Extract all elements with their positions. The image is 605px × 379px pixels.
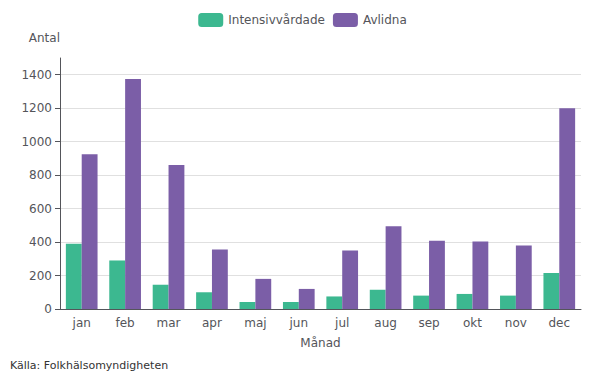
svg-text:apr: apr xyxy=(202,316,222,330)
svg-text:dec: dec xyxy=(548,316,570,330)
svg-text:Intensivvårdade: Intensivvårdade xyxy=(228,13,325,27)
svg-text:jun: jun xyxy=(289,316,309,330)
svg-text:Avlidna: Avlidna xyxy=(363,13,407,27)
svg-text:1200: 1200 xyxy=(21,101,52,115)
svg-text:jan: jan xyxy=(72,316,91,330)
svg-text:800: 800 xyxy=(29,168,52,182)
svg-text:maj: maj xyxy=(244,316,266,330)
svg-text:200: 200 xyxy=(29,269,52,283)
svg-text:1000: 1000 xyxy=(21,135,52,149)
svg-text:400: 400 xyxy=(29,235,52,249)
svg-text:mar: mar xyxy=(157,316,181,330)
svg-text:sep: sep xyxy=(418,316,439,330)
svg-text:1400: 1400 xyxy=(21,68,52,82)
svg-text:600: 600 xyxy=(29,202,52,216)
svg-text:Antal: Antal xyxy=(29,31,60,45)
svg-text:0: 0 xyxy=(44,302,52,316)
svg-text:Källa: Folkhälsomyndigheten: Källa: Folkhälsomyndigheten xyxy=(10,359,168,372)
svg-text:aug: aug xyxy=(374,316,397,330)
svg-text:feb: feb xyxy=(116,316,135,330)
svg-text:okt: okt xyxy=(463,316,482,330)
svg-text:nov: nov xyxy=(505,316,527,330)
svg-text:Månad: Månad xyxy=(300,336,340,350)
svg-text:jul: jul xyxy=(334,316,349,330)
